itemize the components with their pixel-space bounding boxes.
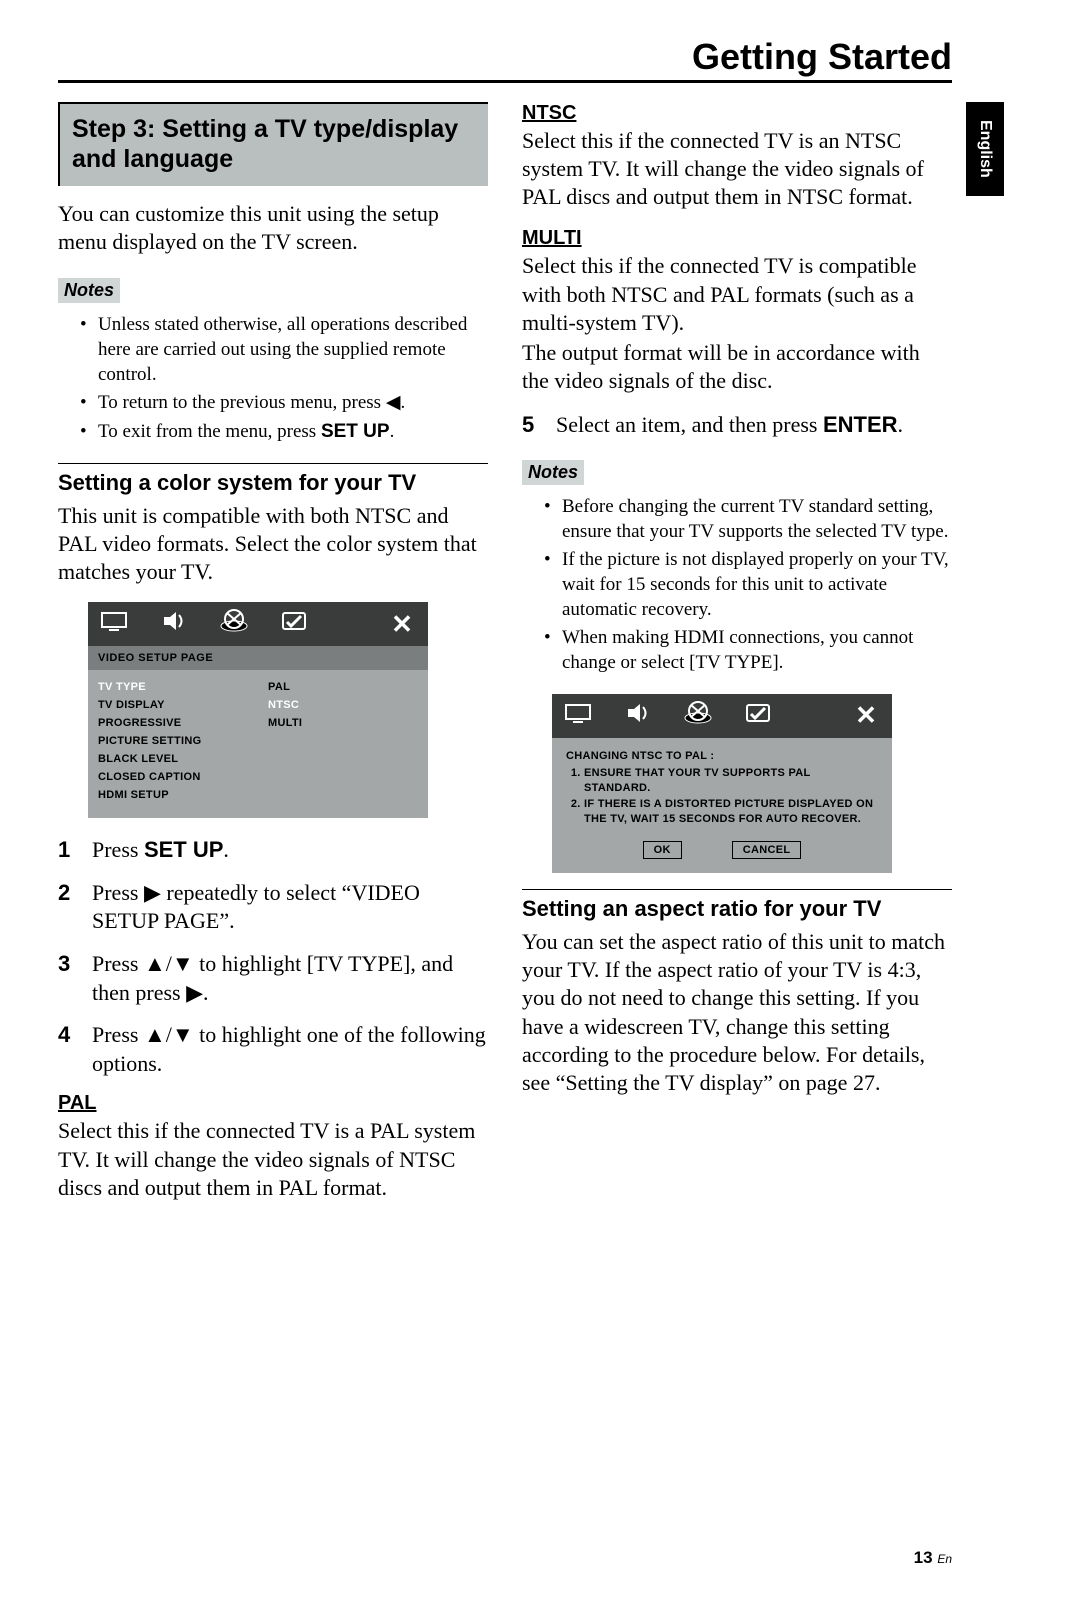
- step-item: 5Select an item, and then press ENTER.: [522, 411, 952, 440]
- page-number-value: 13: [914, 1548, 933, 1567]
- menu-row: HDMI SETUP: [98, 786, 248, 804]
- step-item: 2Press ▶ repeatedly to select “VIDEO SET…: [58, 879, 488, 936]
- subheading-color-system: Setting a color system for your TV: [58, 470, 488, 496]
- subheading-aspect-ratio: Setting an aspect ratio for your TV: [522, 896, 952, 922]
- confirm-body: CHANGING NTSC TO PAL : ENSURE THAT YOUR …: [552, 738, 892, 873]
- sub1-text: This unit is compatible with both NTSC a…: [58, 502, 488, 586]
- page-number: 13 En: [914, 1548, 952, 1568]
- notes-label: Notes: [522, 460, 584, 485]
- close-icon: ✕: [386, 609, 418, 640]
- figure-iconbar: ✕: [88, 602, 428, 646]
- intro-text: You can customize this unit using the se…: [58, 200, 488, 256]
- option-multi-label: MULTI: [522, 227, 952, 250]
- left-column: Step 3: Setting a TV type/display and la…: [58, 102, 488, 1210]
- menu-row: NTSC: [268, 696, 418, 714]
- step-item: 3Press ▲/▼ to highlight [TV TYPE], and t…: [58, 950, 488, 1007]
- speaker-icon: [622, 701, 654, 731]
- disc-icon: [682, 701, 714, 731]
- video-setup-figure: ✕ VIDEO SETUP PAGE TV TYPE TV DISPLAY PR…: [88, 602, 428, 818]
- header-rule: [58, 80, 952, 83]
- cancel-button[interactable]: CANCEL: [732, 841, 802, 859]
- sub2-text: You can set the aspect ratio of this uni…: [522, 928, 952, 1097]
- page-number-suffix: En: [937, 1552, 952, 1566]
- note-item: If the picture is not displayed properly…: [544, 548, 952, 622]
- option-ntsc-label: NTSC: [522, 102, 952, 125]
- note-item: When making HDMI connections, you cannot…: [544, 626, 952, 675]
- menu-row: TV DISPLAY: [98, 696, 248, 714]
- figure-iconbar: ✕: [552, 694, 892, 738]
- menu-row: TV TYPE: [98, 678, 248, 696]
- menu-row: MULTI: [268, 714, 418, 732]
- option-ntsc-text: Select this if the connected TV is an NT…: [522, 127, 952, 211]
- figure-right-list: PAL NTSC MULTI: [268, 678, 418, 804]
- content-columns: Step 3: Setting a TV type/display and la…: [58, 102, 952, 1210]
- notes-list-2: Before changing the current TV standard …: [544, 495, 952, 676]
- note-item: To return to the previous menu, press ◀.: [80, 391, 488, 416]
- disc-icon: [218, 609, 250, 639]
- option-pal-text: Select this if the connected TV is a PAL…: [58, 1117, 488, 1201]
- confirm-title: CHANGING NTSC TO PAL :: [566, 750, 878, 762]
- option-multi-text1: Select this if the connected TV is compa…: [522, 252, 952, 336]
- tv-icon: [562, 702, 594, 730]
- language-tab-label: English: [976, 120, 994, 178]
- menu-row: CLOSED CAPTION: [98, 768, 248, 786]
- step-item: 1Press SET UP.: [58, 836, 488, 865]
- menu-row: PAL: [268, 678, 418, 696]
- step-heading: Step 3: Setting a TV type/display and la…: [58, 102, 488, 186]
- steps-list-2: 5Select an item, and then press ENTER.: [522, 411, 952, 440]
- menu-row: BLACK LEVEL: [98, 750, 248, 768]
- menu-row: PROGRESSIVE: [98, 714, 248, 732]
- tv-icon: [98, 610, 130, 638]
- confirm-buttons: OK CANCEL: [566, 841, 878, 859]
- figure-left-list: TV TYPE TV DISPLAY PROGRESSIVE PICTURE S…: [98, 678, 248, 804]
- figure-body: TV TYPE TV DISPLAY PROGRESSIVE PICTURE S…: [88, 670, 428, 818]
- right-column: NTSC Select this if the connected TV is …: [522, 102, 952, 1210]
- speaker-icon: [158, 609, 190, 639]
- divider: [522, 889, 952, 890]
- step-item: 4Press ▲/▼ to highlight one of the follo…: [58, 1021, 488, 1078]
- note-item: Before changing the current TV standard …: [544, 495, 952, 544]
- notes-list-1: Unless stated otherwise, all operations …: [80, 313, 488, 444]
- language-tab: English: [966, 102, 1004, 196]
- steps-list: 1Press SET UP. 2Press ▶ repeatedly to se…: [58, 836, 488, 1078]
- note-item: To exit from the menu, press SET UP.: [80, 420, 488, 445]
- confirm-line: IF THERE IS A DISTORTED PICTURE DISPLAYE…: [584, 797, 878, 827]
- figure-title: VIDEO SETUP PAGE: [88, 646, 428, 670]
- close-icon: ✕: [850, 700, 882, 731]
- option-multi-text2: The output format will be in accordance …: [522, 339, 952, 395]
- confirm-figure: ✕ CHANGING NTSC TO PAL : ENSURE THAT YOU…: [552, 694, 892, 873]
- page-header: Getting Started: [692, 36, 952, 78]
- ok-button[interactable]: OK: [643, 841, 682, 859]
- confirm-line: ENSURE THAT YOUR TV SUPPORTS PAL STANDAR…: [584, 766, 878, 796]
- divider: [58, 463, 488, 464]
- note-item: Unless stated otherwise, all operations …: [80, 313, 488, 387]
- preference-icon: [742, 702, 774, 730]
- menu-row: PICTURE SETTING: [98, 732, 248, 750]
- notes-label: Notes: [58, 278, 120, 303]
- option-pal-label: PAL: [58, 1092, 488, 1115]
- preference-icon: [278, 610, 310, 638]
